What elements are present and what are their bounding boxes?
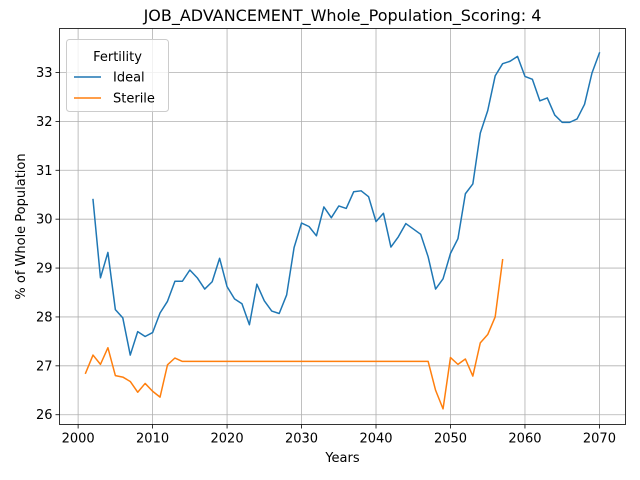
y-tick-label: 26 xyxy=(36,408,53,423)
chart-title: JOB_ADVANCEMENT_Whole_Population_Scoring… xyxy=(143,6,542,26)
x-tick-label: 2000 xyxy=(62,432,95,447)
y-axis-label: % of Whole Population xyxy=(14,153,29,299)
y-tick-label: 33 xyxy=(36,66,53,81)
legend-label-sterile: Sterile xyxy=(113,92,155,107)
legend-title: Fertility xyxy=(93,50,142,65)
x-tick-label: 2030 xyxy=(285,432,318,447)
x-tick-label: 2010 xyxy=(136,432,169,447)
legend-box xyxy=(66,39,169,112)
y-tick-label: 30 xyxy=(36,213,53,228)
legend: Fertility Ideal Sterile xyxy=(66,39,169,112)
x-tick-label: 2020 xyxy=(211,432,244,447)
plot-frame xyxy=(59,28,626,425)
x-tick-label: 2040 xyxy=(359,432,392,447)
x-tick-label: 2060 xyxy=(508,432,541,447)
y-tick-label: 29 xyxy=(36,262,53,277)
y-tick-label: 32 xyxy=(36,115,53,130)
series-line-ideal xyxy=(92,51,601,356)
y-tick-label: 31 xyxy=(36,164,53,179)
series-line-sterile xyxy=(84,258,504,410)
axis-ticks: 2000 2010 2020 2030 2040 2050 2060 2070 26 27 28 29… xyxy=(36,66,616,447)
y-tick-label: 27 xyxy=(36,359,53,374)
x-tick-label: 2050 xyxy=(434,432,467,447)
legend-label-ideal: Ideal xyxy=(113,71,145,86)
series-lines xyxy=(84,51,601,410)
grid xyxy=(59,28,626,425)
y-tick-label: 28 xyxy=(36,310,53,325)
legend-entries: Ideal Sterile xyxy=(74,71,155,107)
x-tick-label: 2070 xyxy=(583,432,616,447)
x-axis-label: Years xyxy=(324,451,360,466)
